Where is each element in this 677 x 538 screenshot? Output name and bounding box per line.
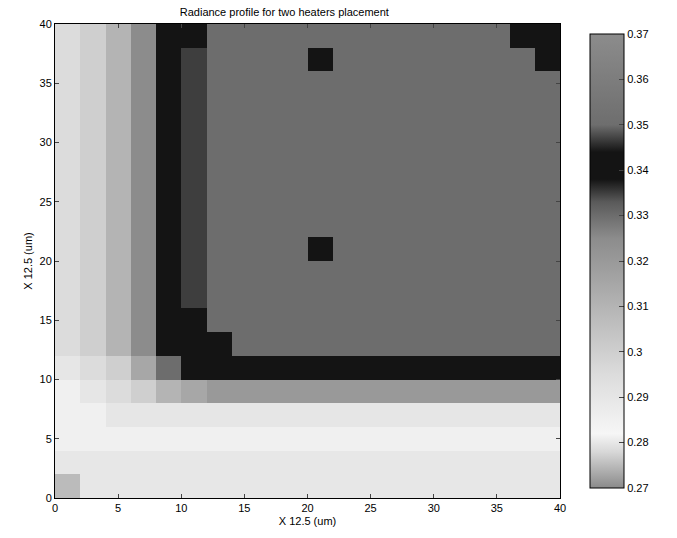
svg-text:10: 10 [40,373,52,385]
svg-text:30: 30 [428,502,440,514]
svg-text:25: 25 [40,196,52,208]
svg-text:0: 0 [46,492,52,504]
svg-text:0.28: 0.28 [627,436,648,448]
svg-text:0.34: 0.34 [627,164,648,176]
svg-text:0.32: 0.32 [627,255,648,267]
svg-text:20: 20 [301,502,313,514]
svg-text:0.35: 0.35 [627,119,648,131]
svg-text:40: 40 [554,502,566,514]
svg-text:15: 15 [238,502,250,514]
svg-text:0.33: 0.33 [627,209,648,221]
svg-text:5: 5 [46,433,52,445]
svg-text:0: 0 [52,502,58,514]
svg-text:35: 35 [491,502,503,514]
svg-text:30: 30 [40,136,52,148]
svg-text:0.3: 0.3 [627,346,642,358]
svg-text:20: 20 [40,255,52,267]
svg-text:10: 10 [175,502,187,514]
svg-text:0.36: 0.36 [627,73,648,85]
svg-text:0.27: 0.27 [627,482,648,494]
svg-text:25: 25 [365,502,377,514]
svg-text:0.31: 0.31 [627,300,648,312]
svg-text:35: 35 [40,77,52,89]
svg-text:0.37: 0.37 [627,28,648,40]
svg-text:Radiance profile for two heate: Radiance profile for two heaters placeme… [180,6,389,18]
svg-text:X 12.5 (um): X 12.5 (um) [22,232,34,289]
svg-text:0.29: 0.29 [627,391,648,403]
svg-text:15: 15 [40,314,52,326]
svg-text:5: 5 [115,502,121,514]
svg-text:X 12.5 (um): X 12.5 (um) [279,515,336,527]
svg-text:40: 40 [40,18,52,30]
